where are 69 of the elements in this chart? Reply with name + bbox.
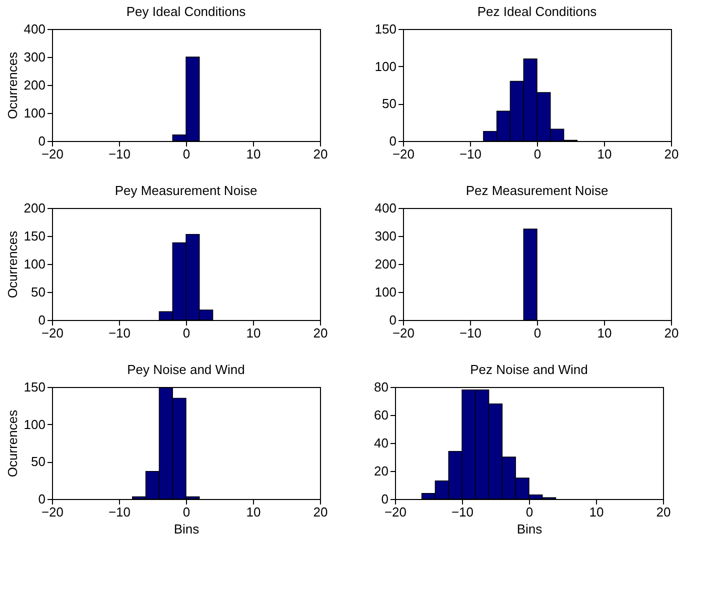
y-tick-label: 100 xyxy=(24,256,46,272)
y-tick-label: 50 xyxy=(31,454,46,470)
x-tick-label: −10 xyxy=(459,146,482,162)
chart-title: Pey Measurement Noise xyxy=(114,183,258,198)
chart-title: Pez Noise and Wind xyxy=(470,362,588,377)
x-tick-label: 0 xyxy=(182,504,190,520)
x-axis-title: Bins xyxy=(174,522,200,536)
x-tick-label: −10 xyxy=(451,504,474,520)
y-tick-label: 20 xyxy=(374,464,388,478)
y-tick-label: 150 xyxy=(24,380,46,394)
x-tick-label: −20 xyxy=(41,326,64,340)
x-tick-label: 20 xyxy=(313,146,328,162)
x-tick-label: 20 xyxy=(664,146,679,162)
y-tick-label: 0 xyxy=(38,492,46,506)
chart-title: Pez Ideal Conditions xyxy=(477,4,598,19)
x-tick-label: 20 xyxy=(664,326,679,340)
x-tick-label: 20 xyxy=(313,326,328,340)
chart-title: Pez Measurement Noise xyxy=(466,183,608,198)
x-tick-label: 10 xyxy=(246,326,261,340)
y-tick-label: 0 xyxy=(38,312,46,328)
y-tick-label: 100 xyxy=(374,58,396,74)
y-tick-label: 400 xyxy=(24,22,46,36)
y-tick-label: 150 xyxy=(374,22,396,36)
y-axis-title: Ocurrences xyxy=(4,230,20,298)
x-tick-label: −10 xyxy=(108,146,131,162)
x-tick-label: −20 xyxy=(392,326,415,340)
y-tick-label: 100 xyxy=(24,416,46,432)
y-tick-label: 300 xyxy=(374,228,396,244)
chart-title: Pey Noise and Wind xyxy=(127,362,245,377)
x-tick-label: 10 xyxy=(589,504,604,520)
x-axis-title: Bins xyxy=(516,522,543,536)
x-tick-label: 10 xyxy=(597,326,612,340)
y-tick-label: 0 xyxy=(381,492,388,506)
y-tick-label: 200 xyxy=(24,78,46,92)
y-tick-label: 60 xyxy=(374,408,388,422)
x-tick-label: 10 xyxy=(597,146,612,162)
x-tick-label: 10 xyxy=(246,146,261,162)
x-tick-label: −10 xyxy=(108,504,131,520)
y-tick-label: 100 xyxy=(374,284,396,300)
y-tick-label: 0 xyxy=(389,312,396,328)
x-tick-label: −10 xyxy=(108,326,131,340)
y-tick-label: 40 xyxy=(374,436,388,450)
x-tick-label: −20 xyxy=(392,146,415,162)
x-tick-label: −20 xyxy=(384,504,407,520)
y-tick-label: 80 xyxy=(374,380,388,394)
y-tick-label: 100 xyxy=(24,106,46,120)
y-axis-title: Ocurrences xyxy=(4,51,20,120)
y-tick-label: 0 xyxy=(389,134,396,148)
x-tick-label: 0 xyxy=(534,146,542,162)
x-tick-label: 0 xyxy=(526,504,534,520)
y-tick-label: 150 xyxy=(24,228,46,244)
y-tick-label: 50 xyxy=(31,284,46,300)
x-tick-label: −20 xyxy=(41,146,64,162)
y-tick-label: 0 xyxy=(38,134,46,148)
chart-title: Pey Ideal Conditions xyxy=(126,4,246,19)
y-tick-label: 200 xyxy=(24,200,46,216)
x-tick-label: 20 xyxy=(656,504,671,520)
y-tick-label: 50 xyxy=(382,96,396,112)
x-tick-label: 0 xyxy=(534,326,542,340)
x-tick-label: 0 xyxy=(182,326,190,340)
x-tick-label: 0 xyxy=(182,146,190,162)
x-tick-label: 20 xyxy=(313,504,328,520)
y-axis-title: Ocurrences xyxy=(4,409,20,478)
y-tick-label: 200 xyxy=(374,256,396,272)
y-tick-label: 300 xyxy=(24,50,46,64)
x-tick-label: −20 xyxy=(41,504,64,520)
y-tick-label: 400 xyxy=(374,200,396,216)
x-tick-label: 10 xyxy=(246,504,261,520)
x-tick-label: −10 xyxy=(459,326,482,340)
